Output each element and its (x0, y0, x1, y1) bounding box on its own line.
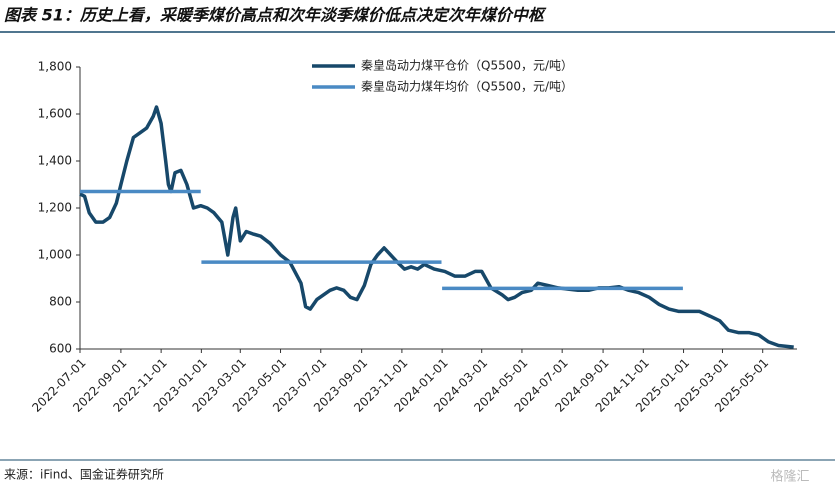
y-tick-label: 800 (49, 295, 72, 309)
series-line (80, 189, 683, 291)
source: 来源：iFind、国金证券研究所 (4, 467, 164, 482)
y-tick-label: 1,000 (38, 248, 72, 262)
legend-label: 秦皇岛动力煤平仓价（Q5500，元/吨） (361, 58, 573, 73)
series-line (79, 105, 794, 349)
watermark: 格隆汇 (770, 469, 809, 485)
legend-label: 秦皇岛动力煤年均价（Q5500，元/吨） (361, 79, 573, 94)
y-tick-label: 1,800 (38, 60, 72, 74)
y-tick-label: 1,600 (38, 107, 72, 121)
y-tick-label: 600 (49, 342, 72, 356)
chart-title: 图表 51：历史上看，采暖季煤价高点和次年淡季煤价低点决定次年煤价中枢 (4, 6, 547, 25)
y-tick-label: 1,400 (38, 154, 72, 168)
y-tick-label: 1,200 (38, 201, 72, 215)
